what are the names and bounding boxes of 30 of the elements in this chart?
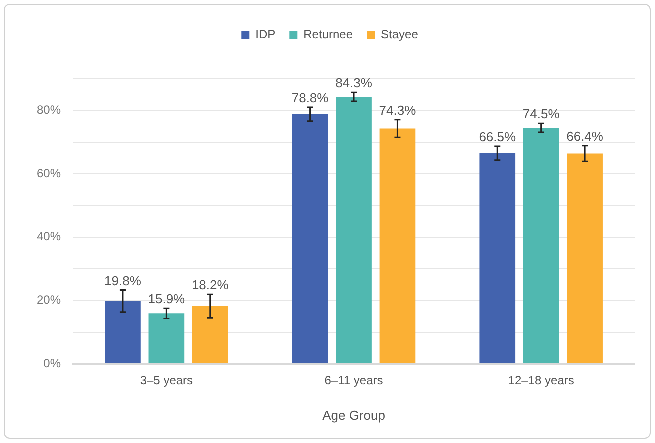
bar <box>148 314 185 364</box>
data-label: 15.9% <box>148 292 186 307</box>
bar <box>292 114 328 364</box>
data-label: 18.2% <box>192 278 230 293</box>
legend-label: Stayee <box>381 27 419 42</box>
bar <box>523 128 560 364</box>
legend-label: Returnee <box>304 27 354 42</box>
bar <box>480 153 516 364</box>
data-label: 66.4% <box>566 128 604 144</box>
data-label: 74.3% <box>379 102 417 118</box>
y-tick-label: 20% <box>36 292 62 307</box>
bar <box>567 154 603 364</box>
x-tick-label: 12–18 years <box>508 374 574 388</box>
y-tick-label: 80% <box>36 102 62 117</box>
data-label: 84.3% <box>336 76 373 91</box>
data-label: 19.8% <box>104 273 142 288</box>
bar <box>336 97 372 364</box>
data-label: 66.5% <box>479 130 516 145</box>
legend-label: IDP <box>256 27 276 42</box>
y-tick-label: 40% <box>36 230 62 244</box>
bar <box>105 301 141 364</box>
bar <box>380 128 416 364</box>
x-axis-title: Age Group <box>322 408 386 423</box>
x-tick-label: 3–5 years <box>140 374 194 388</box>
y-tick-label: 60% <box>36 166 62 180</box>
x-tick-label: 6–11 years <box>324 374 384 388</box>
y-tick-label: 0% <box>44 356 62 370</box>
data-label: 78.8% <box>292 90 330 106</box>
data-label: 74.5% <box>522 106 560 122</box>
bar <box>192 306 228 364</box>
